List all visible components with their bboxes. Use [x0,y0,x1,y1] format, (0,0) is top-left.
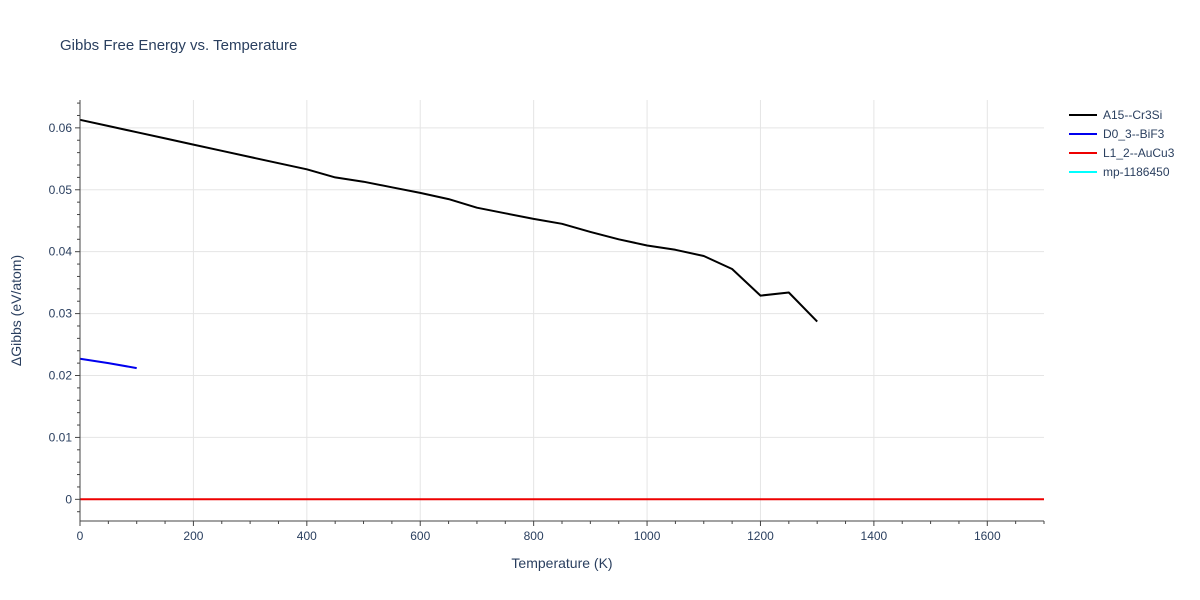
series-line-D0_3--BiF3 [79,357,137,370]
y-tick-label: 0.05 [49,183,73,197]
x-tick-label: 800 [524,529,544,543]
x-tick-label: 1600 [974,529,1001,543]
grid [80,100,1044,521]
y-tick-label: 0.06 [49,121,73,135]
x-tick-label: 200 [183,529,203,543]
x-tick-label: 600 [410,529,430,543]
x-tick-label: 1200 [747,529,774,543]
x-axis-title: Temperature (K) [511,555,612,571]
y-tick-label: 0.02 [49,369,73,383]
axes: 0 200 400 600 800 1000 1200 1400 1600 0 0.01 0.02 0.… [49,100,1045,543]
y-tick-label: 0.03 [49,307,73,321]
legend-item[interactable]: D0_3--BiF3 [1069,127,1165,141]
y-tick-label: 0.04 [49,245,73,259]
legend-item[interactable]: mp-1186450 [1069,165,1170,179]
legend-label: A15--Cr3Si [1103,108,1162,122]
series-line-A15--Cr3Si [79,118,818,323]
y-tick-label: 0.01 [49,430,73,444]
legend-item[interactable]: L1_2--AuCu3 [1069,146,1175,160]
legend[interactable]: A15--Cr3Si D0_3--BiF3 L1_2--AuCu3 mp-118645… [1069,108,1175,179]
legend-label: mp-1186450 [1103,165,1170,179]
legend-label: D0_3--BiF3 [1103,127,1165,141]
x-tick-label: 1400 [861,529,888,543]
legend-label: L1_2--AuCu3 [1103,146,1175,160]
x-tick-label: 400 [297,529,317,543]
x-tick-label: 0 [77,529,84,543]
chart-title: Gibbs Free Energy vs. Temperature [60,37,297,54]
x-tick-label: 1000 [634,529,661,543]
y-axis-title: ΔGibbs (eV/atom) [8,255,24,366]
y-tick-label: 0 [65,492,72,506]
legend-item[interactable]: A15--Cr3Si [1069,108,1162,122]
series-lines [79,118,1044,501]
